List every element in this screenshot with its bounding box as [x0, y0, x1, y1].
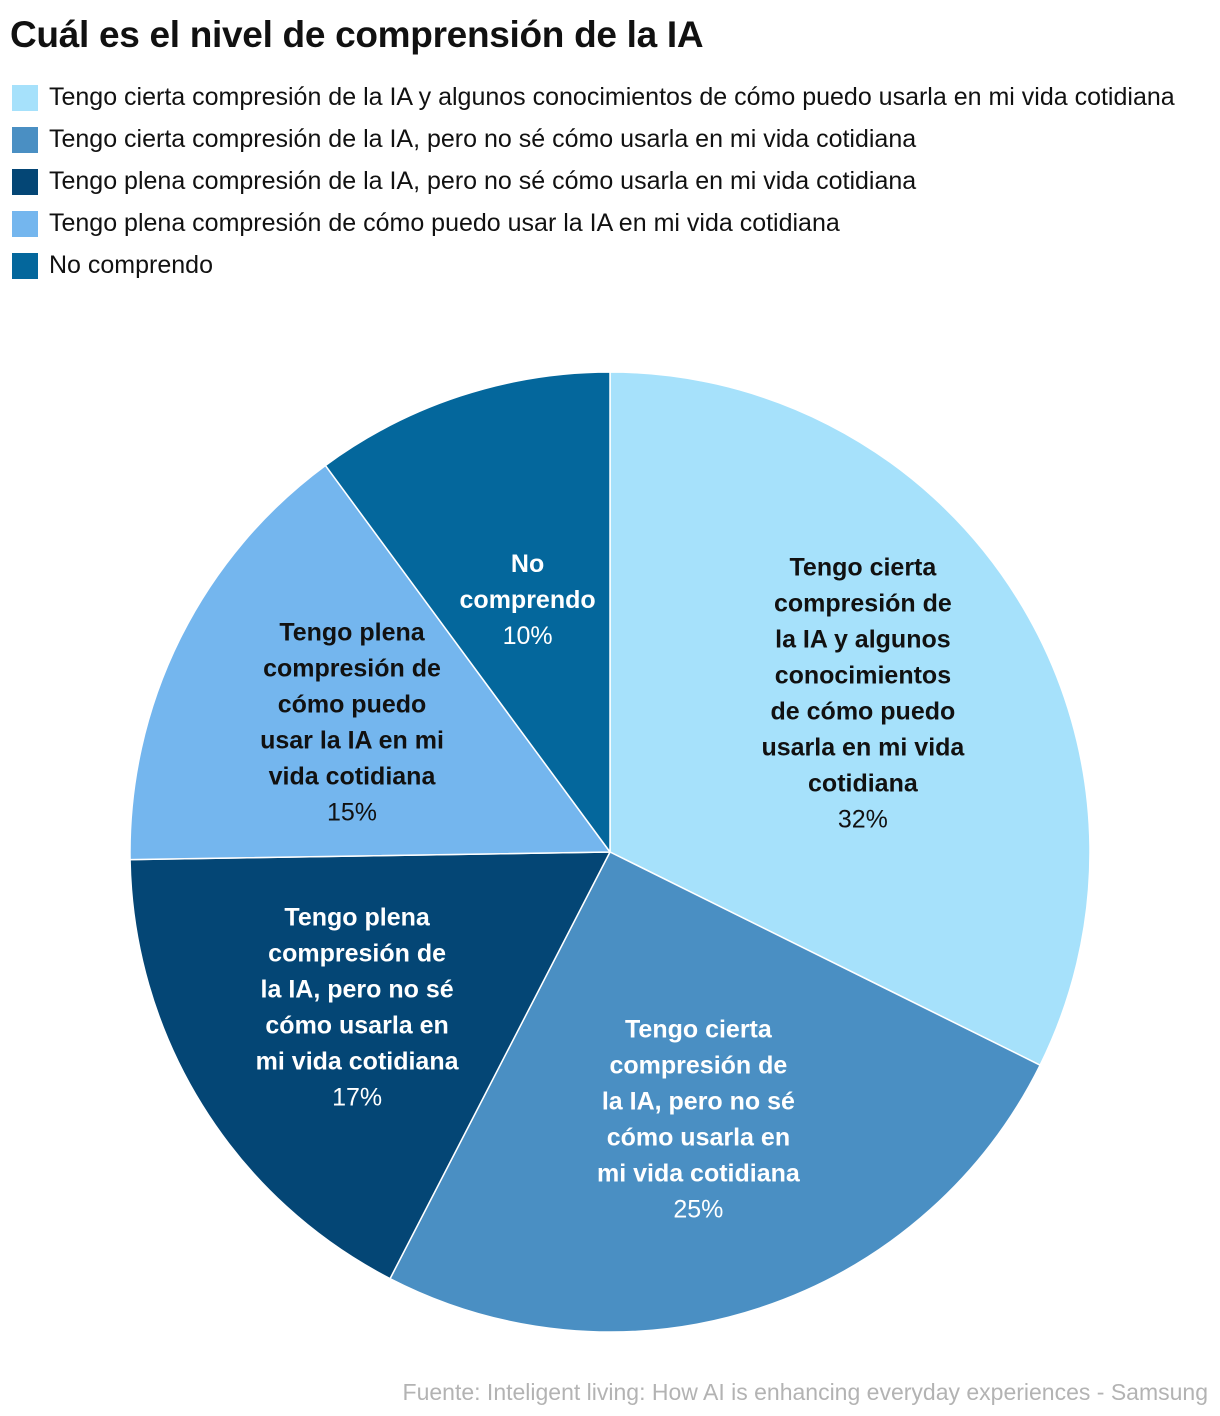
chart-title: Cuál es el nivel de comprensión de la IA: [10, 14, 704, 55]
legend-item: No comprendo: [12, 248, 1202, 282]
slice-label: la IA, pero no sé: [261, 976, 454, 1004]
pie-slice: [609, 371, 1091, 1066]
slice-label: cómo usarla en: [607, 1124, 790, 1152]
slice-label-group: Tengo plena compresión de la IA, pero no s…: [256, 904, 460, 1112]
slice-label: cómo puedo: [278, 691, 427, 719]
pie-slice: [389, 851, 1041, 1333]
slice-label: compresión de: [268, 940, 446, 968]
slice-label: usar la IA en mi: [260, 727, 444, 755]
slice-label: compresión de: [609, 1052, 787, 1080]
legend-label: Tengo cierta compresión de la IA y algun…: [49, 83, 1175, 111]
slice-label: de cómo puedo: [771, 698, 956, 726]
slice-label-group: Tengo cierta compresión de la IA, pero no …: [597, 1016, 801, 1224]
slice-label: No: [511, 550, 544, 578]
slice-value-label: 25%: [673, 1196, 723, 1224]
legend: Tengo cierta compresión de la IA y algun…: [12, 80, 1202, 290]
slice-value-label: 10%: [503, 622, 553, 650]
slice-label: cotidiana: [808, 770, 919, 798]
legend-item: Tengo cierta compresión de la IA, pero n…: [12, 122, 1202, 156]
slice-label: cómo usarla en: [265, 1012, 448, 1040]
legend-item: Tengo cierta compresión de la IA y algun…: [12, 80, 1202, 114]
slice-label: mi vida cotidiana: [256, 1048, 460, 1076]
legend-label: Tengo plena compresión de la IA, pero no…: [49, 167, 917, 195]
legend-label: No comprendo: [49, 251, 213, 279]
slice-value-label: 32%: [838, 806, 888, 834]
slice-label: la IA y algunos: [775, 626, 951, 654]
pie-slice: [324, 371, 611, 853]
source-note: Fuente: Inteligent living: How AI is enh…: [402, 1379, 1208, 1405]
slice-label: compresión de: [263, 655, 441, 683]
slice-label: usarla en mi vida: [761, 734, 965, 762]
slice-label: compresión de: [774, 590, 952, 618]
slice-label: conocimientos: [775, 662, 951, 690]
pie-slice: [129, 851, 611, 1280]
legend-swatch: [12, 169, 38, 195]
legend-swatch: [12, 211, 38, 237]
slice-label: mi vida cotidiana: [597, 1160, 801, 1188]
legend-item: Tengo plena compresión de cómo puedo usa…: [12, 206, 1202, 240]
legend-swatch: [12, 127, 38, 153]
legend-item: Tengo plena compresión de la IA, pero no…: [12, 164, 1202, 198]
legend-label: Tengo plena compresión de cómo puedo usa…: [49, 209, 840, 237]
slice-label-group: No comprendo 10%: [460, 550, 596, 650]
pie-slice: [129, 464, 611, 861]
legend-swatch: [12, 253, 38, 279]
legend-label: Tengo cierta compresión de la IA, pero n…: [49, 125, 917, 153]
slice-value-label: 17%: [332, 1084, 382, 1112]
slice-label: comprendo: [460, 586, 596, 614]
slice-label: Tengo cierta: [790, 554, 938, 582]
slice-label: Tengo plena: [284, 904, 430, 932]
slice-label: Tengo plena: [279, 619, 425, 647]
slice-label-group: Tengo cierta compresión de la IA y algunos…: [761, 554, 965, 834]
slice-label: la IA, pero no sé: [602, 1088, 795, 1116]
slice-value-label: 15%: [327, 799, 377, 827]
slice-label-group: Tengo plena compresión de cómo puedo usar l…: [260, 619, 444, 827]
legend-swatch: [12, 85, 38, 111]
slice-label: vida cotidiana: [269, 763, 437, 791]
slice-label: Tengo cierta: [625, 1016, 773, 1044]
